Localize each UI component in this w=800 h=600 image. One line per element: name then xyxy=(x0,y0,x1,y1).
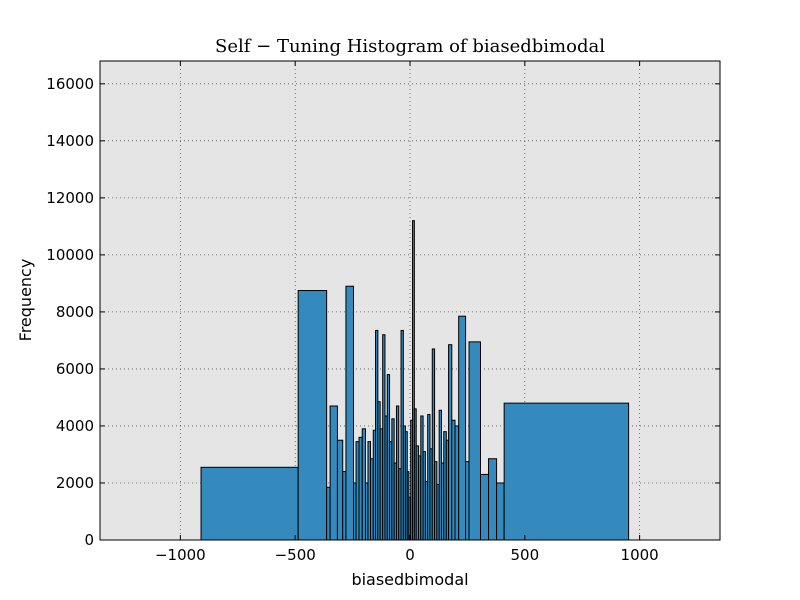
y-tick-label: 4000 xyxy=(56,417,94,435)
histogram-bar xyxy=(468,341,481,541)
y-tick-label: 0 xyxy=(84,531,94,549)
histogram-bar xyxy=(336,439,344,541)
histogram-bar xyxy=(329,405,338,541)
histogram-bar xyxy=(200,466,299,541)
y-tick-label: 14000 xyxy=(46,132,94,150)
y-tick-label: 16000 xyxy=(46,75,94,93)
y-axis-ticks: 0 2000 4000 6000 8000 10000 12000 14000 16000 xyxy=(46,75,720,549)
histogram-bar xyxy=(458,315,467,541)
histogram-bar xyxy=(297,290,328,541)
x-axis-label: biasedbimodal xyxy=(351,570,468,589)
x-tick-label: 0 xyxy=(405,546,415,564)
histogram-bar xyxy=(345,285,355,541)
y-tick-label: 8000 xyxy=(56,303,94,321)
histogram-bar xyxy=(465,461,470,541)
x-tick-label: 1000 xyxy=(621,546,659,564)
y-tick-label: 6000 xyxy=(56,360,94,378)
y-tick-label: 12000 xyxy=(46,189,94,207)
histogram-bar xyxy=(496,482,505,541)
x-axis-ticks: −1000 −500 0 500 1000 xyxy=(155,61,659,564)
histogram-bar xyxy=(479,473,490,541)
chart-title: Self − Tuning Histogram of biasedbimodal xyxy=(215,36,605,57)
histogram-bar xyxy=(488,458,498,541)
y-tick-label: 10000 xyxy=(46,246,94,264)
y-tick-label: 2000 xyxy=(56,474,94,492)
histogram-bar xyxy=(503,402,630,541)
histogram-bar xyxy=(454,425,460,541)
x-tick-label: 500 xyxy=(510,546,539,564)
x-tick-label: −500 xyxy=(275,546,316,564)
x-tick-label: −1000 xyxy=(155,546,206,564)
y-axis-label: Frequency xyxy=(16,259,35,342)
histogram-bar xyxy=(326,486,331,541)
